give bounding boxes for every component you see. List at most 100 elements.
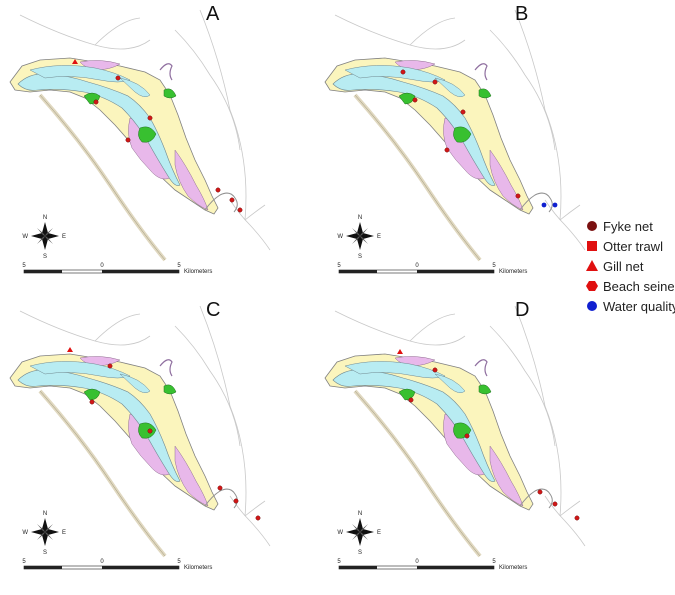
gill-net-marker (67, 347, 73, 352)
legend-hexagon-icon (586, 281, 598, 291)
compass-n: N (358, 511, 362, 517)
scale-mid: 0 (100, 559, 104, 565)
legend-item: Beach seine (586, 279, 675, 294)
compass-e: E (377, 234, 381, 240)
scale-left: 5 (22, 559, 26, 565)
estuary-basemap (8, 8, 272, 262)
compass-e: E (62, 234, 66, 240)
compass-rose-icon: N S E W (337, 215, 381, 260)
scale-right: 5 (177, 263, 181, 269)
compass-s: S (358, 550, 362, 556)
sample-site-marker (215, 187, 221, 193)
legend-circle-icon (587, 301, 597, 311)
legend-circle-icon (587, 221, 597, 231)
scale-left: 5 (337, 263, 341, 269)
sample-markers (67, 347, 261, 521)
sample-site-marker (93, 99, 99, 105)
sample-markers (72, 59, 243, 213)
compass-w: W (337, 234, 343, 240)
legend-label: Fyke net (603, 219, 653, 234)
compass-n: N (43, 511, 47, 517)
water-quality-marker (552, 202, 558, 208)
sample-site-marker (107, 363, 113, 369)
legend-label: Beach seine (603, 279, 675, 294)
sample-site-marker (515, 193, 521, 199)
legend-item: Otter trawl (587, 239, 663, 254)
scale-right: 5 (177, 559, 181, 565)
sample-markers (400, 69, 558, 208)
panel-label: A (206, 3, 220, 25)
compass-rose-icon: N S E W (337, 511, 381, 556)
sample-site-marker (574, 515, 580, 521)
legend-item: Gill net (586, 259, 644, 274)
legend-label: Water quality (603, 299, 675, 314)
estuary-basemap (323, 8, 587, 262)
compass-rose-icon: N S E W (22, 215, 66, 260)
water-quality-marker (541, 202, 547, 208)
scale-mid: 0 (100, 263, 104, 269)
sample-site-marker (147, 428, 153, 434)
compass-n: N (358, 215, 362, 221)
sample-site-marker (400, 69, 406, 75)
scale-units: Kilometers (184, 565, 212, 571)
sample-site-marker (464, 433, 470, 439)
panel-label: D (515, 299, 529, 321)
estuary-basemap (8, 304, 272, 558)
scale-mid: 0 (415, 559, 419, 565)
legend-label: Otter trawl (603, 239, 663, 254)
sample-site-marker (460, 109, 466, 115)
scale-units: Kilometers (499, 565, 527, 571)
legend-triangle-icon (586, 260, 598, 271)
sample-site-marker (217, 485, 223, 491)
scale-units: Kilometers (499, 269, 527, 275)
scale-left: 5 (337, 559, 341, 565)
scale-units: Kilometers (184, 269, 212, 275)
gill-net-marker (397, 349, 403, 354)
sample-site-marker (408, 397, 414, 403)
sample-site-marker (237, 207, 243, 213)
panel-label: C (206, 299, 220, 321)
compass-s: S (358, 254, 362, 260)
sample-site-marker (125, 137, 131, 143)
sample-site-marker (89, 399, 95, 405)
sample-site-marker (147, 115, 153, 121)
compass-n: N (43, 215, 47, 221)
scale-mid: 0 (415, 263, 419, 269)
legend-square-icon (587, 241, 597, 251)
sample-site-marker (255, 515, 261, 521)
sample-site-marker (432, 367, 438, 373)
scale-right: 5 (492, 559, 496, 565)
scale-left: 5 (22, 263, 26, 269)
compass-e: E (377, 530, 381, 536)
legend-label: Gill net (603, 259, 644, 274)
legend: Fyke net Otter trawl Gill net Beach seine Wa… (586, 219, 675, 314)
compass-w: W (337, 530, 343, 536)
compass-w: W (22, 530, 28, 536)
legend-item: Water quality (587, 299, 675, 314)
sample-site-marker (115, 75, 121, 81)
sample-site-marker (233, 498, 239, 504)
compass-w: W (22, 234, 28, 240)
compass-s: S (43, 550, 47, 556)
compass-rose-icon: N S E W (22, 511, 66, 556)
sample-site-marker (537, 489, 543, 495)
scale-right: 5 (492, 263, 496, 269)
compass-e: E (62, 530, 66, 536)
panel-label: B (515, 3, 528, 25)
estuary-basemap (323, 304, 587, 558)
sample-site-marker (444, 147, 450, 153)
sample-site-marker (412, 97, 418, 103)
sample-site-marker (229, 197, 235, 203)
sample-markers (397, 349, 580, 521)
sample-site-marker (552, 501, 558, 507)
gill-net-marker (72, 59, 78, 64)
